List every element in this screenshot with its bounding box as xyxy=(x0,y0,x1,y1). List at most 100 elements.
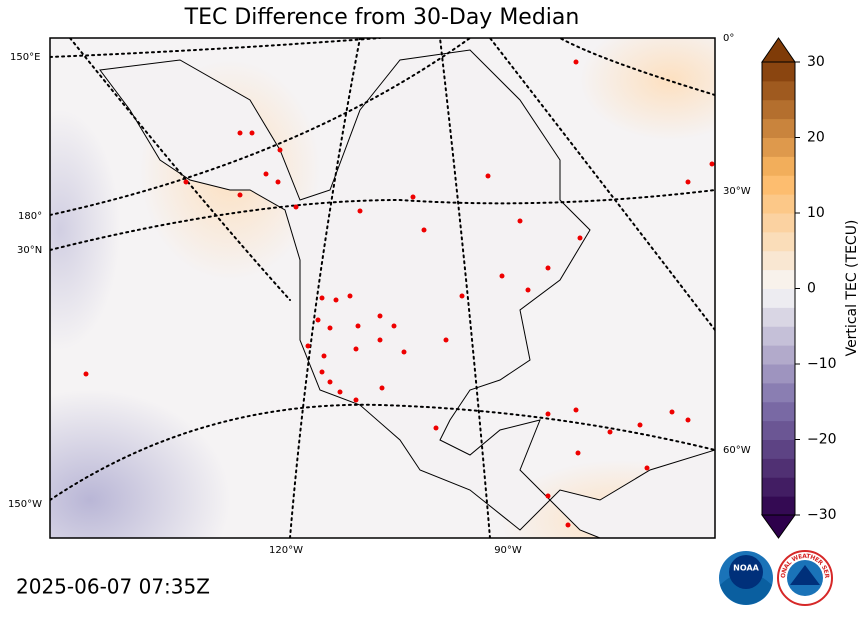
colorbar-band xyxy=(762,213,795,233)
station xyxy=(83,371,89,377)
station xyxy=(319,369,325,375)
colorbar-tick-label: 20 xyxy=(807,130,825,146)
colorbar-band xyxy=(762,364,795,384)
station xyxy=(669,409,675,415)
colorbar-tick-label: −10 xyxy=(807,356,837,372)
station xyxy=(319,295,325,301)
colorbar-label: Vertical TEC (TECU) xyxy=(844,220,860,357)
continent xyxy=(99,49,715,538)
station xyxy=(357,208,363,214)
colorbar-band xyxy=(762,496,795,516)
station xyxy=(377,313,383,319)
station xyxy=(379,385,385,391)
station xyxy=(525,287,531,293)
colorbar-band xyxy=(762,420,795,440)
colorbar-tick-label: −20 xyxy=(807,432,837,448)
station xyxy=(327,325,333,331)
colorbar-extend xyxy=(761,514,796,539)
station xyxy=(577,235,583,241)
station xyxy=(685,417,691,423)
colorbar-band xyxy=(762,118,795,138)
colorbar-band xyxy=(762,288,795,308)
station xyxy=(573,407,579,413)
station xyxy=(459,293,465,299)
colorbar-band xyxy=(762,401,795,422)
station xyxy=(517,218,523,224)
graticule-label: 30°W xyxy=(723,186,751,197)
shading xyxy=(580,38,715,140)
station xyxy=(443,337,449,343)
station xyxy=(347,293,353,299)
station xyxy=(637,422,643,428)
colorbar: −30 −20 −10 0 10 20 30 xyxy=(761,37,837,539)
station xyxy=(277,147,283,153)
colorbar-band xyxy=(762,477,795,497)
station xyxy=(321,353,327,359)
colorbar-band xyxy=(762,231,795,252)
station xyxy=(391,323,397,329)
station xyxy=(433,425,439,431)
colorbar-band xyxy=(762,137,795,157)
station xyxy=(353,346,359,352)
graticule xyxy=(50,38,715,538)
colorbar-tick-label: 0 xyxy=(807,281,816,297)
station xyxy=(685,179,691,185)
station xyxy=(315,317,321,323)
station xyxy=(575,450,581,456)
station xyxy=(275,179,281,185)
map xyxy=(50,38,715,538)
colorbar-band xyxy=(762,62,795,82)
colorbar-extend xyxy=(761,37,796,63)
graticule-label: 150°W xyxy=(8,499,42,510)
colorbar-band xyxy=(762,458,795,478)
station xyxy=(377,337,383,343)
station xyxy=(565,522,571,528)
station xyxy=(499,273,505,279)
timestamp: 2025-06-07 07:35Z xyxy=(16,575,210,599)
station xyxy=(421,227,427,233)
colorbar-band xyxy=(762,326,795,346)
station xyxy=(237,192,243,198)
station xyxy=(249,130,255,136)
colorbar-band xyxy=(762,80,795,101)
stations xyxy=(83,59,715,528)
colorbar-band xyxy=(762,345,795,365)
graticule-label: 60°W xyxy=(723,445,751,456)
title: TEC Difference from 30-Day Median xyxy=(184,5,580,30)
station xyxy=(183,179,189,185)
station xyxy=(644,465,650,471)
map-labels: 150°E 180° 30°N 150°W 120°W 90°W 0° 30°W… xyxy=(8,33,751,556)
colorbar-tick-label: 10 xyxy=(807,205,825,221)
shading xyxy=(50,110,120,350)
graticule-label: 30°N xyxy=(17,245,42,256)
graticule-label: 150°E xyxy=(10,52,40,63)
colorbar-band xyxy=(762,439,795,459)
shading xyxy=(50,390,230,538)
station xyxy=(709,161,715,167)
station xyxy=(355,323,361,329)
logo-text: NOAA xyxy=(733,564,759,573)
station xyxy=(263,171,269,177)
colorbar-tick-label: −30 xyxy=(807,507,837,523)
map-frame xyxy=(49,37,716,539)
colorbar-band xyxy=(762,382,795,403)
graticule-label: 0° xyxy=(723,33,734,44)
colorbar-band xyxy=(762,175,795,195)
station xyxy=(237,130,243,136)
station xyxy=(545,411,551,417)
station xyxy=(305,343,311,349)
station xyxy=(545,493,551,499)
noaa-logo: NOAA xyxy=(719,551,773,605)
graticule-label: 90°W xyxy=(494,545,522,556)
station xyxy=(353,397,359,403)
colorbar-band xyxy=(762,307,795,327)
station xyxy=(485,173,491,179)
station xyxy=(337,389,343,395)
station xyxy=(607,429,613,435)
station xyxy=(573,59,579,65)
colorbar-tick-label: 30 xyxy=(807,54,825,70)
station xyxy=(327,379,333,385)
colorbar-band xyxy=(762,99,795,120)
colorbar-band xyxy=(762,250,795,271)
